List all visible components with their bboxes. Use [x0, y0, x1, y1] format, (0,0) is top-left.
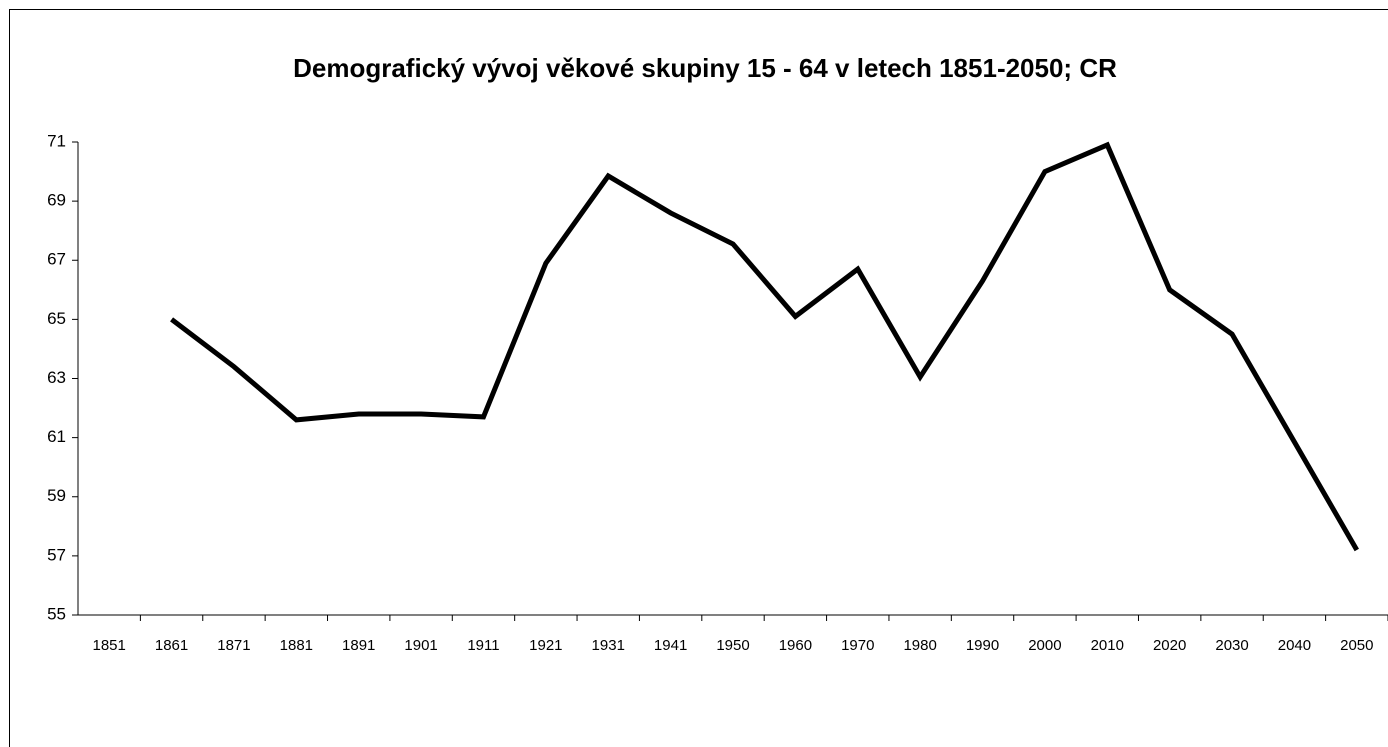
y-tick-label: 71	[47, 131, 66, 150]
x-tick-label: 1970	[841, 637, 874, 654]
x-tick-label: 2030	[1215, 637, 1248, 654]
x-tick-label: 2010	[1091, 637, 1124, 654]
y-tick-label: 65	[47, 309, 66, 328]
x-tick-label: 1960	[779, 637, 812, 654]
x-tick-label: 1871	[217, 637, 250, 654]
x-tick-label: 1980	[903, 637, 936, 654]
x-tick-label: 1891	[342, 637, 375, 654]
x-tick-label: 2000	[1028, 637, 1061, 654]
x-tick-label: 1950	[716, 637, 749, 654]
y-tick-label: 69	[47, 191, 66, 210]
y-tick-label: 55	[47, 604, 66, 623]
y-tick-label: 61	[47, 427, 66, 446]
x-tick-label: 2020	[1153, 637, 1186, 654]
x-tick-label: 1901	[404, 637, 437, 654]
y-tick-label: 57	[47, 545, 66, 564]
chart-frame	[9, 9, 1388, 747]
x-tick-label: 1921	[529, 637, 562, 654]
x-tick-label: 2040	[1278, 637, 1311, 654]
line-series	[170, 141, 1359, 552]
x-tick-label: 1851	[93, 637, 126, 654]
y-tick-label: 59	[47, 486, 66, 505]
y-tick-label: 63	[47, 368, 66, 387]
x-tick-label: 1941	[654, 637, 687, 654]
x-tick-label: 1881	[280, 637, 313, 654]
y-tick-label: 67	[47, 250, 66, 269]
x-tick-label: 2050	[1340, 637, 1373, 654]
x-tick-label: 1990	[966, 637, 999, 654]
x-tick-label: 1861	[155, 637, 188, 654]
chart-title: Demografický vývoj věkové skupiny 15 - 6…	[293, 53, 1117, 83]
x-tick-label: 1931	[592, 637, 625, 654]
x-tick-label: 1911	[467, 637, 499, 654]
